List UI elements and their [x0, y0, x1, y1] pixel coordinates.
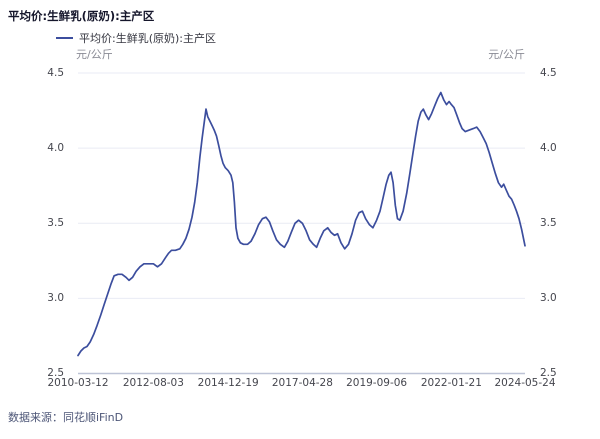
y-tick-label-left: 4.5	[47, 66, 64, 79]
y-tick-label-left: 3.0	[47, 291, 64, 304]
x-tick-label: 2012-08-03	[122, 377, 184, 389]
y-tick-label-left: 3.5	[47, 216, 64, 229]
legend-label: 平均价:生鲜乳(原奶):主产区	[79, 32, 216, 45]
y-tick-label-left: 4.0	[47, 141, 64, 154]
x-tick-label: 2024-05-24	[494, 377, 556, 389]
y-tick-label-right: 3.5	[540, 216, 557, 229]
x-tick-label: 2019-09-06	[346, 377, 408, 389]
y-tick-label-right: 2.5	[540, 367, 557, 379]
legend-line-marker	[56, 36, 73, 40]
y-tick-label-right: 4.5	[540, 66, 557, 79]
x-tick-label: 2014-12-19	[197, 377, 259, 389]
y-axis-unit-left: 元/公斤	[76, 48, 113, 61]
y-tick-label-right: 4.0	[540, 141, 557, 154]
y-axis-unit-right: 元/公斤	[488, 48, 525, 61]
legend: 平均价:生鲜乳(原奶):主产区	[56, 31, 216, 45]
x-tick-label: 2017-04-28	[271, 377, 333, 389]
chart-title: 平均价:生鲜乳(原奶):主产区	[8, 9, 155, 23]
x-tick-label: 2022-01-21	[420, 377, 482, 389]
data-source: 数据来源：同花顺iFinD	[8, 411, 124, 424]
x-tick-label: 2010-03-12	[47, 377, 109, 389]
price-line-series	[77, 91, 526, 357]
y-tick-label-right: 3.0	[540, 291, 557, 304]
y-tick-label-left: 2.5	[47, 367, 64, 379]
